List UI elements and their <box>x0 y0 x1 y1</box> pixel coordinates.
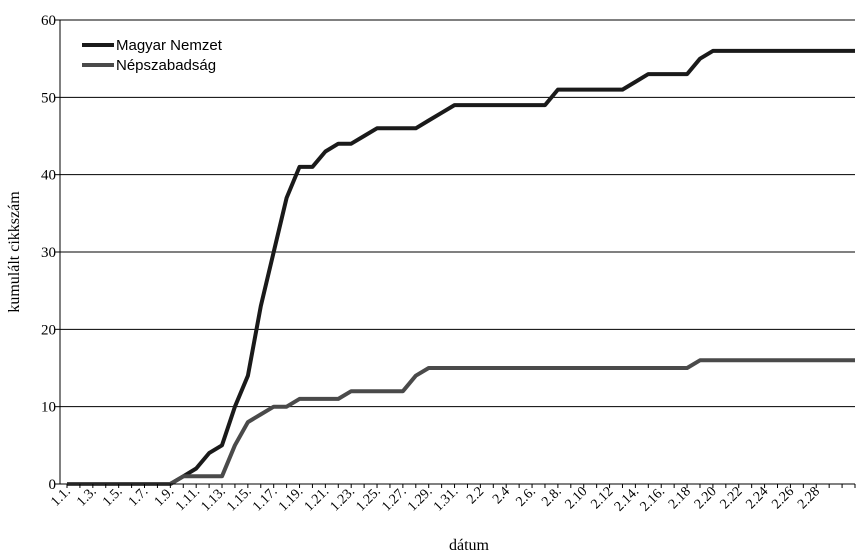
y-tick-label: 10 <box>41 400 56 416</box>
x-tick-label: 1.11. <box>173 484 203 514</box>
y-tick-label: 60 <box>41 13 56 29</box>
x-tick-label: 1.31. <box>431 484 461 514</box>
x-tick-label: 2.10 <box>563 484 591 512</box>
x-tick-label: 1.3. <box>74 484 99 509</box>
x-tick-label: 1.25. <box>353 484 383 514</box>
x-tick-label: 1.29. <box>405 484 435 514</box>
x-tick-label: 2.16. <box>638 484 668 514</box>
x-tick-label: 1.23. <box>328 484 358 514</box>
x-tick-label: 1.21. <box>302 484 332 514</box>
x-tick-label: 2.12 <box>588 484 616 512</box>
y-tick-label: 50 <box>41 90 56 106</box>
series-line-1 <box>67 48 855 486</box>
x-tick-label: 1.7. <box>126 484 151 509</box>
legend: Magyar Nemzet Népszabadság <box>82 37 223 74</box>
x-tick-label: 2.14. <box>612 484 642 514</box>
x-tick-label: 2.22 <box>718 484 746 512</box>
axes <box>59 20 855 485</box>
x-axis-label: dátum <box>449 537 490 553</box>
x-tick-label: 1.15. <box>224 484 254 514</box>
x-tick-label: 2.28 <box>795 484 823 512</box>
x-tick-label: 1.27. <box>379 484 409 514</box>
series-line-2 <box>67 358 855 486</box>
x-tick-label: 1.19. <box>276 484 306 514</box>
y-tick-label: 0 <box>49 477 57 493</box>
x-tick-label: 2.26 <box>769 484 797 512</box>
gridlines <box>60 19 855 408</box>
x-tick-label: 1.13. <box>198 484 228 514</box>
legend-label-1: Magyar Nemzet <box>116 37 223 54</box>
x-tick-label: 2.18 <box>666 484 694 512</box>
y-tick-label: 30 <box>41 245 56 261</box>
x-tick-label: 1.5. <box>100 484 125 509</box>
x-tick-label: 2.24 <box>743 484 771 512</box>
x-tick-label: 2.20 <box>692 484 720 512</box>
x-tick-label: 2.8. <box>539 484 564 509</box>
y-axis-label: kumulált cikkszám <box>6 191 23 313</box>
x-tick-label: 1.9. <box>152 484 177 509</box>
legend-label-2: Népszabadság <box>116 57 216 74</box>
x-tick-label: 2.6. <box>513 484 538 509</box>
y-tick-label: 40 <box>41 168 56 184</box>
x-tick-label: 1.17. <box>250 484 280 514</box>
x-axis-ticks: 1.1. 1.3. 1.5. 1.7. 1.9.1.11.1.13.1.15.1.17.… <box>48 484 856 515</box>
y-tick-label: 20 <box>41 322 56 338</box>
series-lines <box>67 48 855 486</box>
y-axis-ticks: 0 10 20 30 40 50 60 <box>41 13 60 493</box>
